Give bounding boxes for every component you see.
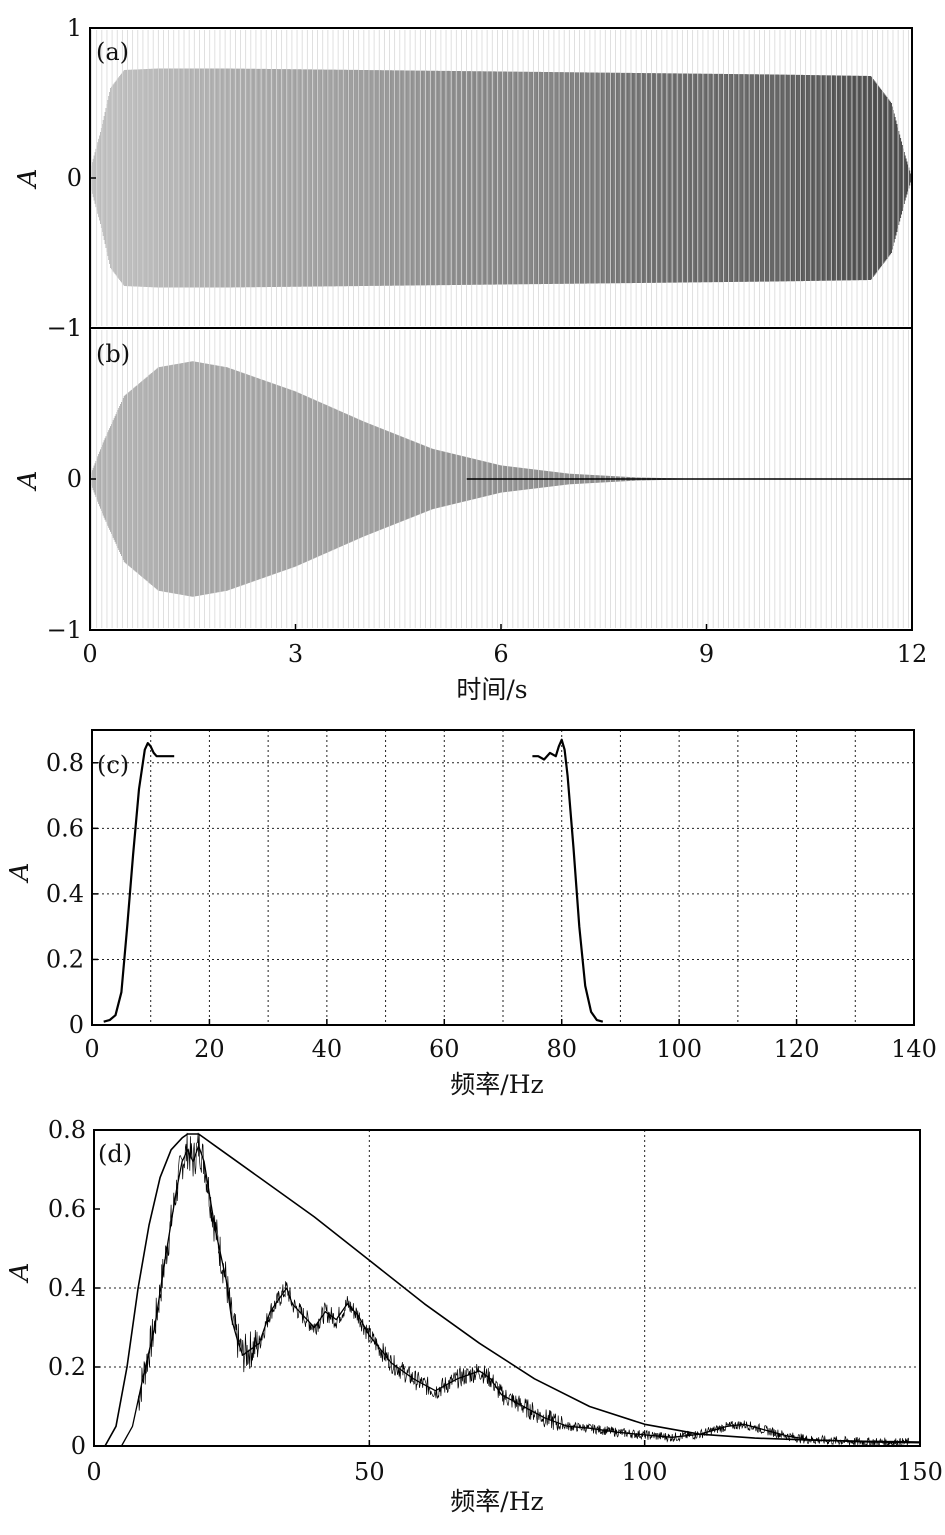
panel-d: (d) A 0 0.2 0.4 0.6 0.8 0 50 100 150 频率/Hz <box>5 1116 943 1516</box>
panel-c: (c) A 0 0.2 0.4 0.6 0.8 0 20 40 60 80 100 120 140 频… <box>5 729 937 1099</box>
panel-d-yticks: 0 0.2 0.4 0.6 0.8 <box>48 1116 100 1460</box>
panel-a: (a) A 1 0 −1 <box>13 14 913 342</box>
panel-c-xtick-label: 60 <box>429 1035 460 1063</box>
panel-a-waveform <box>89 30 913 326</box>
panel-d-xlabel: 频率/Hz <box>450 1487 543 1516</box>
panel-d-ylabel: A <box>5 1263 35 1284</box>
panel-d-series-1 <box>94 1133 921 1447</box>
panel-d-series-2-noise <box>137 1132 910 1448</box>
panel-c-xtick-label: 140 <box>891 1035 937 1063</box>
panel-c-series-1 <box>103 742 175 1023</box>
panel-a-ytick-label: 1 <box>67 14 82 42</box>
panel-d-ytick-label: 0.2 <box>48 1353 86 1381</box>
panel-a-yticks: 1 0 −1 <box>47 14 96 342</box>
panel-d-xtick-label: 0 <box>86 1458 101 1486</box>
panel-c-xlabel: 频率/Hz <box>450 1070 543 1099</box>
panel-c-series <box>103 738 604 1023</box>
panel-a-ylabel: A <box>13 169 43 190</box>
panel-d-series <box>94 1132 921 1448</box>
panel-b-ytick-label: 0 <box>67 465 82 493</box>
panel-b-xtick-label: 6 <box>493 640 508 668</box>
panel-d-ytick-label: 0 <box>71 1432 86 1460</box>
panel-a-label: (a) <box>96 38 129 66</box>
panel-c-xtick-label: 100 <box>656 1035 702 1063</box>
panel-b-ytick-label: 1 <box>67 314 82 342</box>
panel-d-ytick-label: 0.6 <box>48 1195 86 1223</box>
panel-d-xtick-label: 150 <box>897 1458 943 1486</box>
panel-b-xlabel: 时间/s <box>456 675 527 704</box>
panel-d-ytick-label: 0.4 <box>48 1274 86 1302</box>
panel-a-ytick-label: −1 <box>47 314 82 342</box>
panel-b-xticks: 0 3 6 9 12 <box>82 624 927 668</box>
panel-d-label: (d) <box>98 1140 132 1168</box>
panel-c-ytick-label: 0.8 <box>46 749 84 777</box>
panel-b-waveform <box>89 330 912 628</box>
panel-a-ytick-label: 0 <box>67 164 82 192</box>
panel-b-xtick-label: 3 <box>288 640 303 668</box>
panel-b-yticks: 1 0 −1 <box>47 314 96 644</box>
panel-b: (b) A 10−1 0 3 6 9 12 时间/s <box>13 314 927 704</box>
panel-c-ytick-label: 0.2 <box>46 945 84 973</box>
panel-b-ytick-label: −1 <box>47 616 82 644</box>
panel-c-xtick-label: 20 <box>194 1035 225 1063</box>
panel-c-yticks: 0 0.2 0.4 0.6 0.8 <box>46 749 98 1039</box>
panel-d-xtick-label: 50 <box>354 1458 385 1486</box>
panel-b-ylabel: A <box>13 471 43 492</box>
panel-c-xtick-label: 40 <box>312 1035 343 1063</box>
panel-c-ylabel: A <box>5 863 35 884</box>
panel-c-ytick-label: 0 <box>69 1011 84 1039</box>
panel-c-xtick-label: 120 <box>774 1035 820 1063</box>
panel-b-xtick-label: 12 <box>897 640 928 668</box>
panel-c-xtick-label: 80 <box>546 1035 577 1063</box>
panel-b-xtick-label: 0 <box>82 640 97 668</box>
panel-d-ytick-label: 0.8 <box>48 1116 86 1144</box>
panel-c-grid <box>92 730 914 1025</box>
panel-d-xticks: 0 50 100 150 <box>86 1440 943 1486</box>
panel-c-series-2 <box>532 738 604 1023</box>
panel-c-xtick-label: 0 <box>84 1035 99 1063</box>
panel-c-label: (c) <box>97 751 129 779</box>
panel-b-xtick-label: 9 <box>699 640 714 668</box>
panel-c-xticks: 0 20 40 60 80 100 120 140 <box>84 1019 937 1063</box>
panel-c-ytick-label: 0.6 <box>46 814 84 842</box>
panel-c-frame <box>91 729 915 1026</box>
panel-b-label: (b) <box>96 340 130 368</box>
panel-c-ytick-label: 0.4 <box>46 880 84 908</box>
panel-d-xtick-label: 100 <box>622 1458 668 1486</box>
